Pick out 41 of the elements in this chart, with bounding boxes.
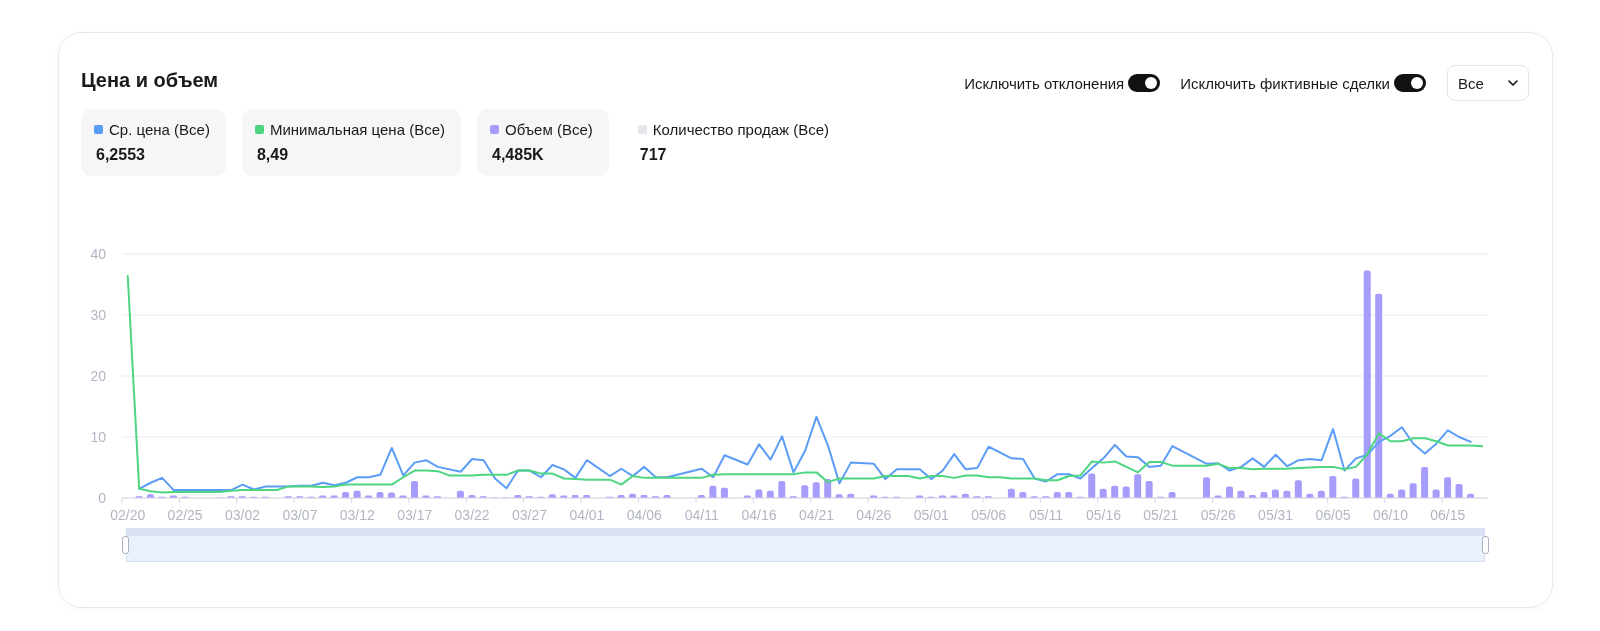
x-tick-label: 03/12 [339,507,376,523]
x-tick-label: 06/10 [1372,507,1409,523]
legend-label: Объем (Все) [504,121,593,138]
x-tick-label: 05/26 [1200,507,1236,523]
x-tick-label: 05/16 [1085,507,1122,523]
x-tick-label: 05/31 [1258,507,1294,523]
text: Исключить отклонения [964,74,1125,92]
x-tick-label: 04/21 [798,507,835,523]
y-tick-label: 10 [90,428,107,445]
text: 6,2553 [95,146,146,164]
x-tick-label: 03/22 [454,507,490,523]
x-tick-label: 02/20 [110,507,146,523]
text: 4,485K [491,146,545,164]
chart-title: Цена и объем [81,68,219,93]
x-tick-label: 04/01 [569,507,605,523]
x-tick-label: 03/02 [225,507,261,523]
y-tick-label: 40 [90,245,107,262]
x-tick-label: 06/15 [1430,507,1466,523]
x-tick-label: 05/21 [1143,507,1179,523]
x-tick-label: 04/11 [684,507,719,523]
legend-label: Минимальная цена (Все) [269,121,445,138]
x-tick-label: 04/06 [626,507,663,523]
y-tick-label: 20 [90,367,107,384]
x-tick-label: 04/26 [856,507,892,523]
x-tick-label: 05/11 [1029,507,1064,523]
x-tick-label: 05/06 [971,507,1007,523]
y-tick-label: 0 [98,489,107,506]
x-tick-label: 03/07 [282,507,318,523]
legend-label: Ср. цена (Все) [109,121,210,138]
x-tick-label: 03/27 [511,507,548,523]
x-tick-label: 04/16 [741,507,777,523]
x-tick-label: 02/25 [167,507,203,523]
dropdown: Все [1447,65,1529,101]
text: Количество продаж (Все) [652,121,830,138]
x-tick-label: 03/17 [397,507,433,523]
x-tick-label: 05/01 [913,507,949,523]
text: 8,49 [255,146,290,164]
text: Исключить фиктивные сделки [1180,74,1390,92]
text: 717 [638,146,668,164]
y-tick-label: 30 [90,306,107,323]
x-tick-label: 06/05 [1315,507,1351,523]
